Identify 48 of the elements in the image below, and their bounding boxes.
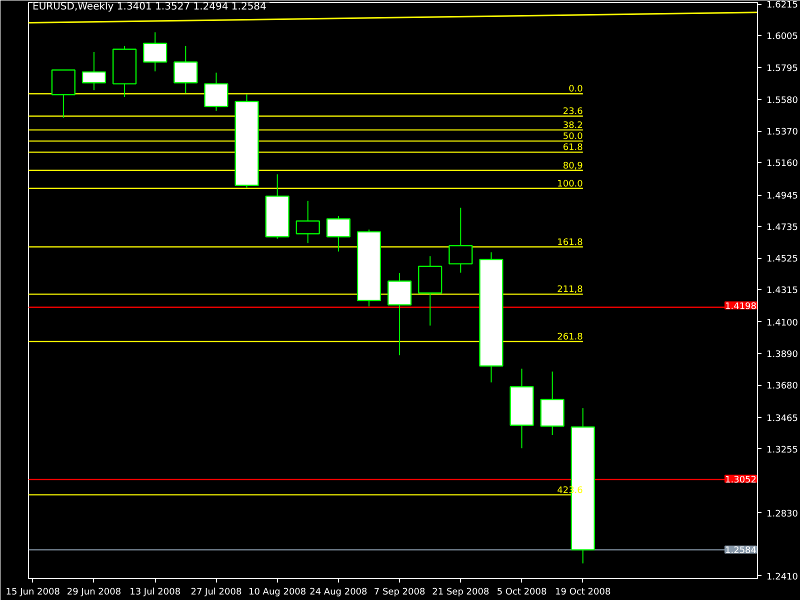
candlestick: [326, 216, 350, 252]
y-tick-label: 1.3680: [766, 382, 798, 392]
y-tick-label: 1.6005: [766, 32, 798, 42]
candlestick: [82, 51, 106, 91]
annotation: 261.8: [557, 332, 584, 343]
y-tick-label: 1.3255: [766, 445, 798, 456]
x-tick-label: 13 Jul 2008: [130, 588, 181, 598]
y-tick-label: 1.4525: [766, 254, 798, 265]
y-tick-label: 1.5160: [766, 159, 798, 170]
candlestick: [448, 207, 473, 274]
x-tick-label: 21 Sep 2008: [432, 588, 490, 598]
y-tick-label: 1.5795: [766, 64, 798, 74]
y-tick-label: 1.4735: [766, 223, 798, 234]
candlestick: [387, 272, 412, 356]
x-tick-label: 19 Oct 2008: [555, 588, 611, 598]
y-tick-label: 1.4315: [766, 286, 798, 296]
candlestick: [174, 45, 198, 94]
candlestick: [204, 72, 228, 112]
annotation: 23.6: [562, 107, 584, 118]
y-tick-label: 1.4100: [766, 318, 798, 328]
y-tick-label: 1.5580: [766, 96, 798, 106]
annotation: 0.0: [568, 84, 584, 95]
annotation: 161.8: [557, 238, 584, 248]
x-tick-label: 7 Sep 2008: [374, 588, 426, 598]
ref-line-label: 1.2584: [725, 546, 757, 556]
y-tick-label: 1.5370: [766, 128, 798, 138]
x-tick-label: 24 Aug 2008: [310, 588, 368, 598]
ref-line-label: 1.4198: [725, 302, 757, 312]
annotation: 211,8: [557, 285, 584, 296]
annotation: 38.2: [562, 120, 583, 131]
x-tick-label: 15 Jun 2008: [6, 588, 60, 598]
candlestick: [143, 32, 168, 72]
ref-line-label: 1.3052: [725, 475, 757, 486]
annotation: 80,9: [562, 161, 584, 172]
y-tick-label: 1.2830: [766, 509, 798, 520]
x-tick-label: 5 Oct 2008: [496, 588, 548, 598]
x-tick-label: 10 Aug 2008: [248, 588, 306, 598]
y-tick-label: 1.3890: [766, 350, 798, 360]
annotation: 61.8: [562, 143, 584, 154]
y-tick-label: 1.6215: [766, 0, 798, 11]
y-tick-label: 1.4945: [766, 192, 798, 202]
x-tick-label: 29 Jun 2008: [66, 588, 122, 598]
y-tick-label: 1.2410: [766, 572, 798, 582]
y-tick-label: 1.3465: [766, 414, 798, 424]
candlestick: [296, 200, 320, 244]
x-tick-label: 27 Jul 2008: [190, 588, 242, 598]
annotation: 100.0: [557, 179, 584, 190]
annotation: 50.0: [562, 132, 584, 142]
